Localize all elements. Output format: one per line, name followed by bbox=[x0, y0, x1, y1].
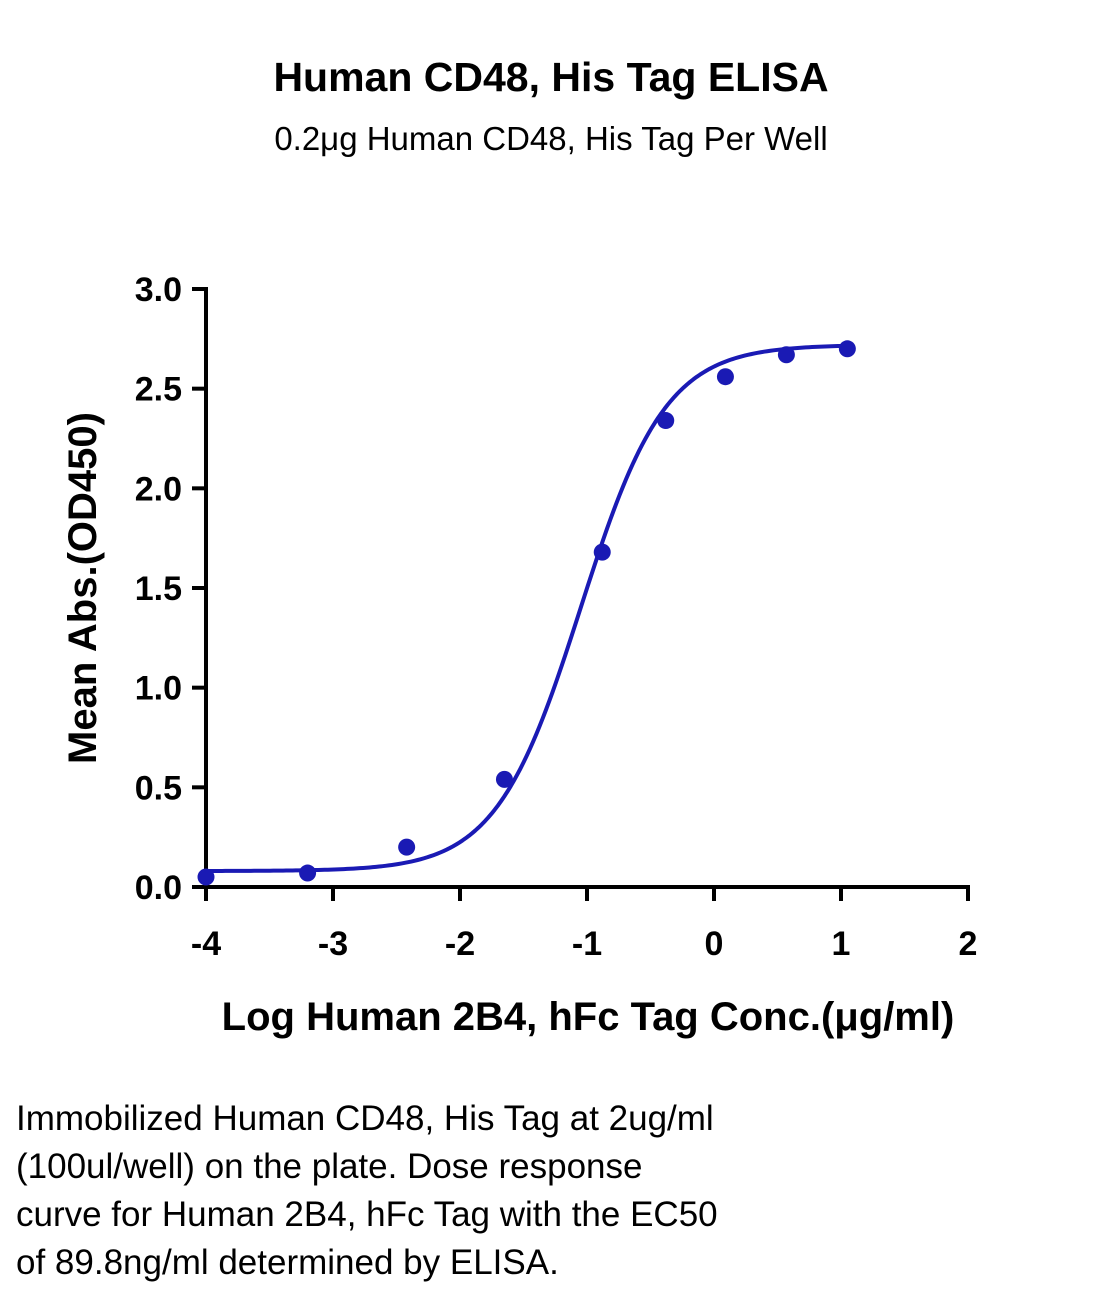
caption-line: (100ul/well) on the plate. Dose response bbox=[16, 1147, 643, 1186]
data-point bbox=[197, 868, 215, 886]
data-point bbox=[593, 543, 611, 561]
data-point bbox=[838, 340, 856, 358]
y-axis-title: Mean Abs.(OD450) bbox=[61, 412, 105, 764]
y-tick-label: 2.5 bbox=[135, 371, 182, 409]
data-points-layer bbox=[197, 340, 856, 886]
data-point bbox=[777, 346, 795, 364]
chart-title: Human CD48, His Tag ELISA bbox=[273, 54, 829, 100]
y-tick-label: 1.5 bbox=[135, 570, 182, 608]
x-tick-label: 1 bbox=[832, 925, 851, 963]
y-tick-label: 2.0 bbox=[135, 470, 182, 508]
figure-caption: Immobilized Human CD48, His Tag at 2ug/m… bbox=[16, 1095, 1086, 1287]
axes: -4 -3 -2 -1 0 1 2 0.0 0.5 1.0 1.5 2.0 2.5 3.0 bbox=[135, 271, 978, 963]
fit-curve bbox=[205, 343, 848, 873]
y-tick-label: 3.0 bbox=[135, 271, 182, 309]
fit-curve-layer bbox=[205, 343, 848, 873]
elisa-chart: -4 -3 -2 -1 0 1 2 0.0 0.5 1.0 1.5 2.0 2.5 3.0 Log Hum… bbox=[61, 271, 978, 1039]
caption-line: curve for Human 2B4, hFc Tag with the EC… bbox=[16, 1195, 718, 1234]
y-tick-label: 0.0 bbox=[135, 869, 182, 907]
x-tick-label: -4 bbox=[191, 925, 221, 963]
chart-subtitle: 0.2μg Human CD48, His Tag Per Well bbox=[274, 120, 828, 157]
data-point bbox=[495, 770, 513, 788]
data-point bbox=[299, 864, 317, 882]
y-tick-label: 0.5 bbox=[135, 769, 182, 807]
x-axis-title: Log Human 2B4, hFc Tag Conc.(μg/ml) bbox=[222, 995, 955, 1039]
x-tick-label: -3 bbox=[318, 925, 348, 963]
x-tick-label: -1 bbox=[572, 925, 602, 963]
caption-line: Immobilized Human CD48, His Tag at 2ug/m… bbox=[16, 1099, 714, 1138]
caption-line: of 89.8ng/ml determined by ELISA. bbox=[16, 1243, 559, 1282]
x-tick-label: 0 bbox=[705, 925, 724, 963]
data-point bbox=[716, 368, 734, 386]
y-tick-label: 1.0 bbox=[135, 670, 182, 708]
x-tick-label: -2 bbox=[445, 925, 475, 963]
data-point bbox=[657, 412, 675, 430]
data-point bbox=[398, 838, 416, 856]
x-tick-label: 2 bbox=[959, 925, 978, 963]
